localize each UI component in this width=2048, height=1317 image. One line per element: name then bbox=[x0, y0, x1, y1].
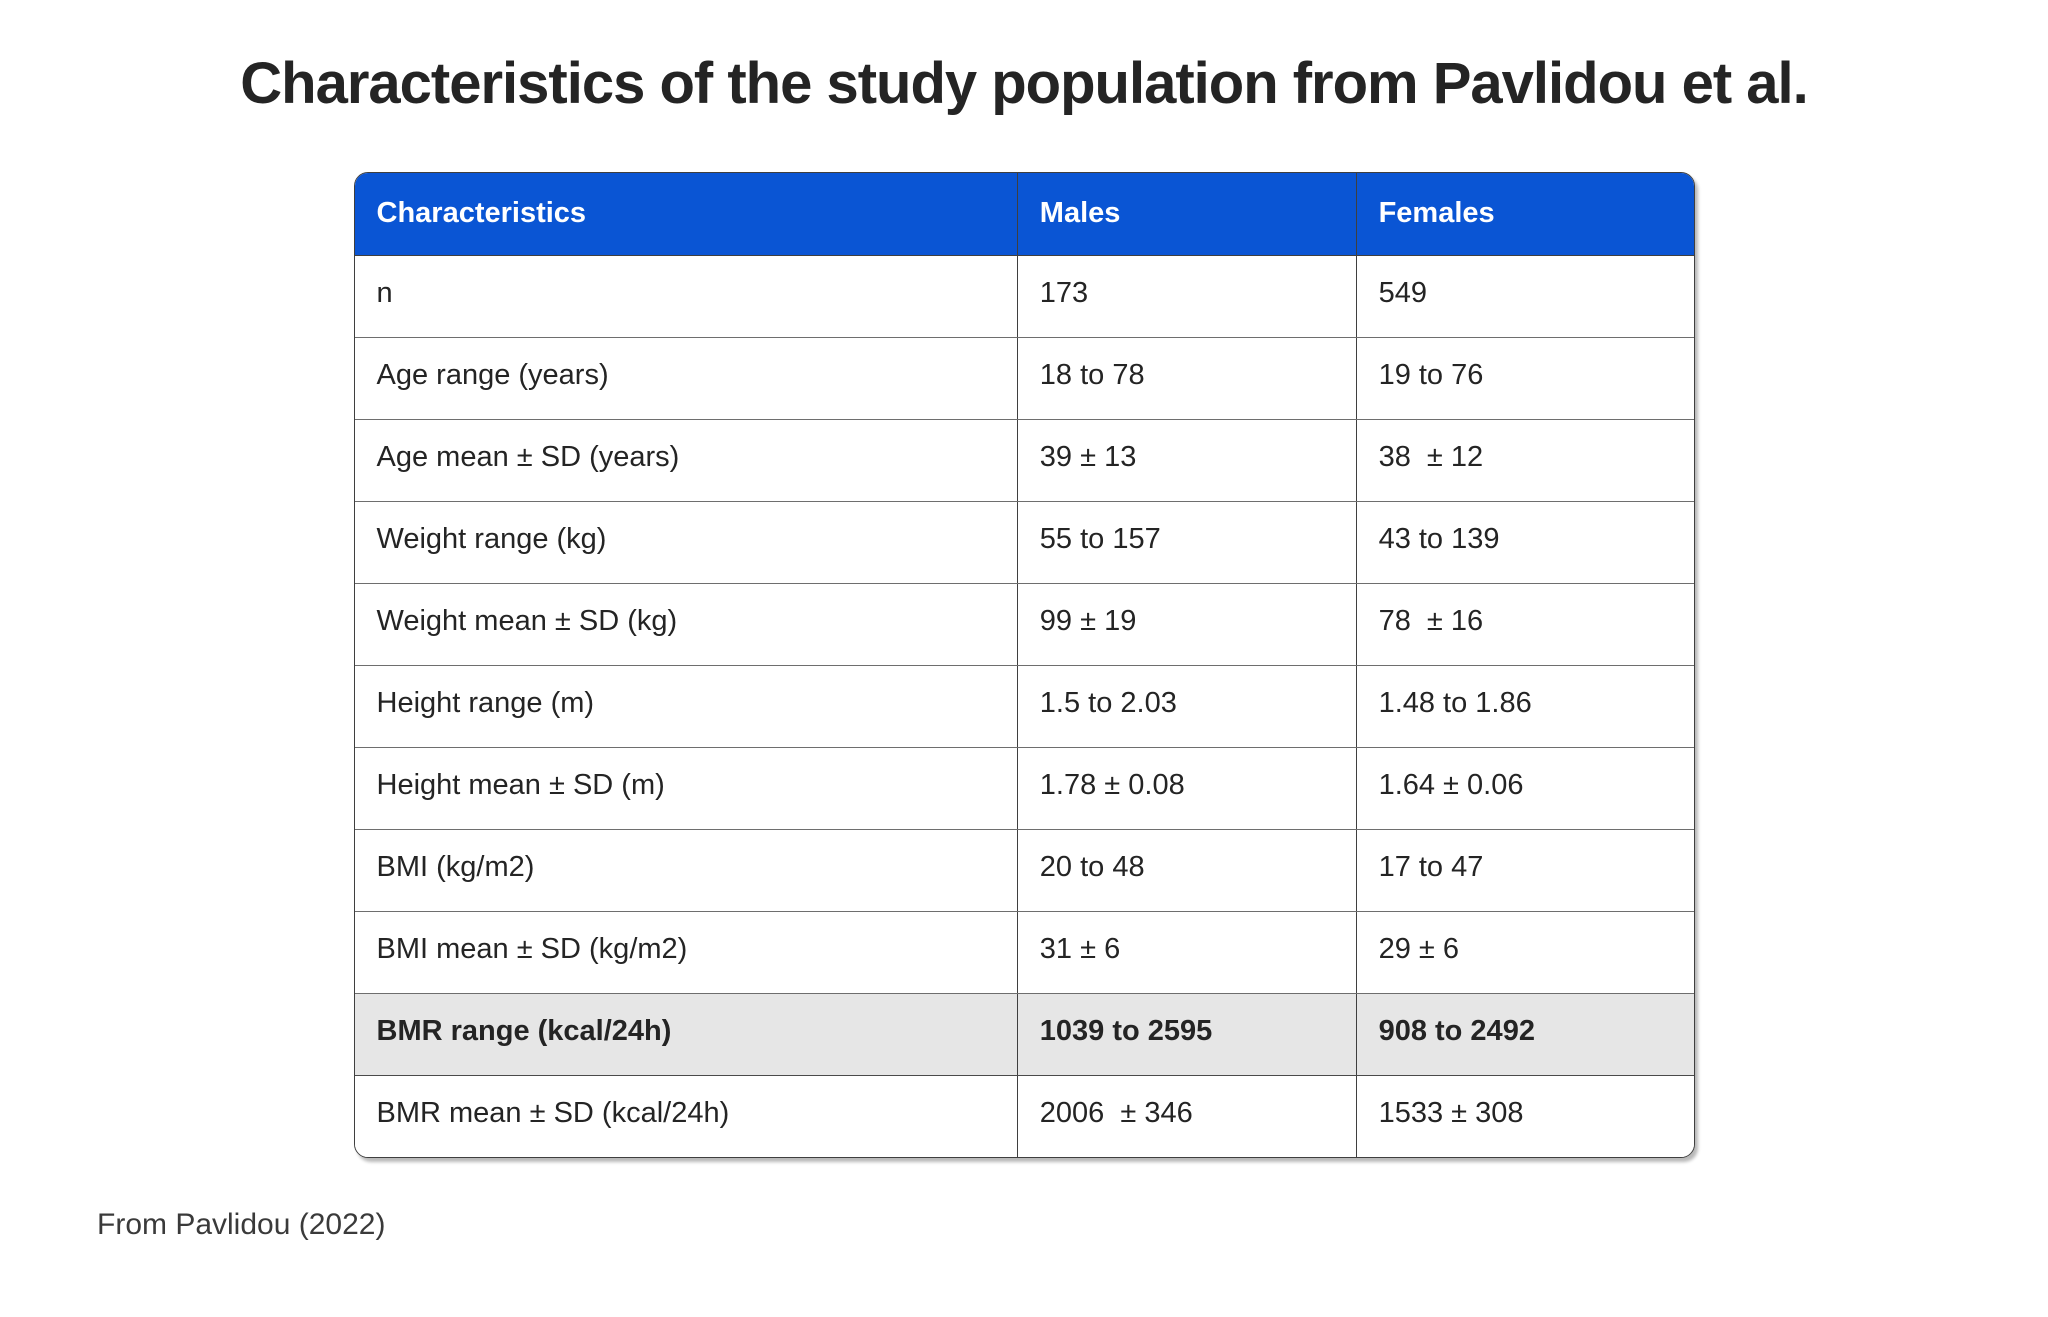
column-header-females: Females bbox=[1356, 173, 1694, 256]
males-value-cell: 99 ± 19 bbox=[1017, 583, 1357, 666]
males-value-cell: 2006 ± 346 bbox=[1017, 1075, 1357, 1157]
row-label-cell: Height range (m) bbox=[354, 665, 1018, 748]
table-row-n: n 173 549 bbox=[354, 255, 1694, 338]
females-value-cell: 38 ± 12 bbox=[1356, 419, 1694, 502]
table-header-row: Characteristics Males Females bbox=[354, 173, 1694, 256]
table-row-bmi-mean: BMI mean ± SD (kg/m2) 31 ± 6 29 ± 6 bbox=[354, 911, 1694, 994]
table-row-height-range: Height range (m) 1.5 to 2.03 1.48 to 1.8… bbox=[354, 665, 1694, 748]
row-label-cell: Age mean ± SD (years) bbox=[354, 419, 1018, 502]
table-row-weight-range: Weight range (kg) 55 to 157 43 to 139 bbox=[354, 501, 1694, 584]
females-value-cell: 29 ± 6 bbox=[1356, 911, 1694, 994]
table-row-bmr-range: BMR range (kcal/24h) 1039 to 2595 908 to… bbox=[354, 993, 1694, 1076]
characteristics-table: Characteristics Males Females n 173 549 … bbox=[354, 173, 1694, 1157]
females-value-cell: 908 to 2492 bbox=[1356, 993, 1694, 1076]
page-title: Characteristics of the study population … bbox=[240, 51, 1808, 116]
females-value-cell: 1533 ± 308 bbox=[1356, 1075, 1694, 1157]
table-row-age-range: Age range (years) 18 to 78 19 to 76 bbox=[354, 337, 1694, 420]
males-value-cell: 1039 to 2595 bbox=[1017, 993, 1357, 1076]
males-value-cell: 1.78 ± 0.08 bbox=[1017, 747, 1357, 830]
source-citation: From Pavlidou (2022) bbox=[97, 1208, 386, 1241]
row-label-cell: BMR mean ± SD (kcal/24h) bbox=[354, 1075, 1018, 1157]
females-value-cell: 19 to 76 bbox=[1356, 337, 1694, 420]
row-label-cell: BMI mean ± SD (kg/m2) bbox=[354, 911, 1018, 994]
row-label-cell: Height mean ± SD (m) bbox=[354, 747, 1018, 830]
females-value-cell: 1.48 to 1.86 bbox=[1356, 665, 1694, 748]
males-value-cell: 31 ± 6 bbox=[1017, 911, 1357, 994]
females-value-cell: 549 bbox=[1356, 255, 1694, 338]
column-header-characteristics: Characteristics bbox=[354, 173, 1018, 256]
column-header-males: Males bbox=[1017, 173, 1357, 256]
table-row-bmr-mean: BMR mean ± SD (kcal/24h) 2006 ± 346 1533… bbox=[354, 1075, 1694, 1157]
males-value-cell: 1.5 to 2.03 bbox=[1017, 665, 1357, 748]
males-value-cell: 39 ± 13 bbox=[1017, 419, 1357, 502]
males-value-cell: 18 to 78 bbox=[1017, 337, 1357, 420]
characteristics-table-container: Characteristics Males Females n 173 549 … bbox=[353, 172, 1695, 1158]
row-label-cell: Weight range (kg) bbox=[354, 501, 1018, 584]
row-label-cell: BMR range (kcal/24h) bbox=[354, 993, 1018, 1076]
row-label-cell: Age range (years) bbox=[354, 337, 1018, 420]
males-value-cell: 20 to 48 bbox=[1017, 829, 1357, 912]
females-value-cell: 78 ± 16 bbox=[1356, 583, 1694, 666]
females-value-cell: 1.64 ± 0.06 bbox=[1356, 747, 1694, 830]
females-value-cell: 43 to 139 bbox=[1356, 501, 1694, 584]
row-label-cell: BMI (kg/m2) bbox=[354, 829, 1018, 912]
males-value-cell: 55 to 157 bbox=[1017, 501, 1357, 584]
table-row-height-mean: Height mean ± SD (m) 1.78 ± 0.08 1.64 ± … bbox=[354, 747, 1694, 830]
females-value-cell: 17 to 47 bbox=[1356, 829, 1694, 912]
row-label-cell: Weight mean ± SD (kg) bbox=[354, 583, 1018, 666]
table-row-bmi-range: BMI (kg/m2) 20 to 48 17 to 47 bbox=[354, 829, 1694, 912]
table-row-weight-mean: Weight mean ± SD (kg) 99 ± 19 78 ± 16 bbox=[354, 583, 1694, 666]
table-row-age-mean: Age mean ± SD (years) 39 ± 13 38 ± 12 bbox=[354, 419, 1694, 502]
males-value-cell: 173 bbox=[1017, 255, 1357, 338]
row-label-cell: n bbox=[354, 255, 1018, 338]
